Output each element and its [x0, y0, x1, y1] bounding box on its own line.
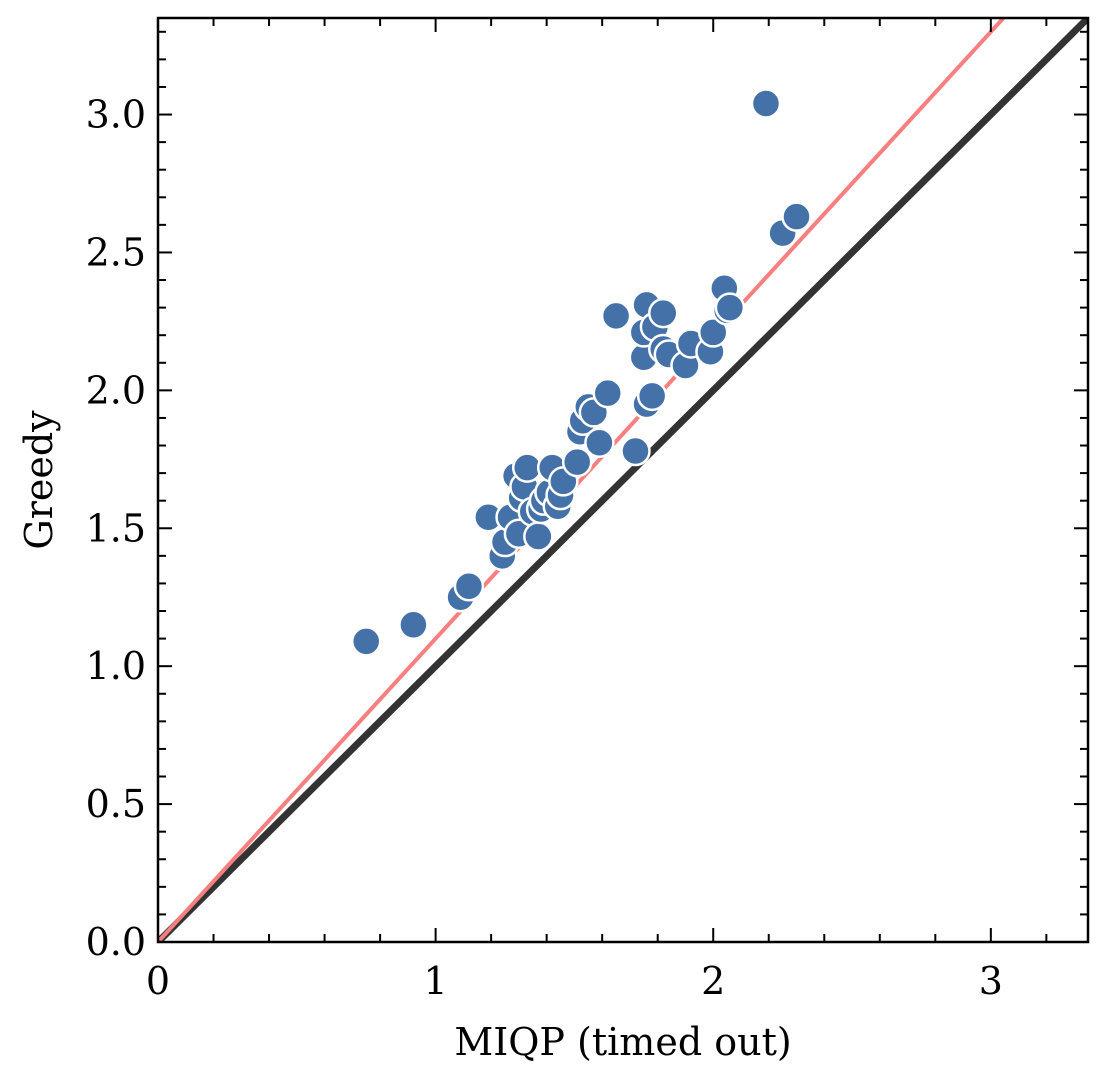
y-tick-label: 1.5	[86, 506, 146, 550]
data-point	[714, 292, 746, 323]
data-point	[561, 446, 593, 478]
x-tick-label: 0	[146, 959, 170, 1003]
x-tick-label: 2	[701, 959, 725, 1003]
data-point	[697, 317, 729, 348]
y-tick-label: 0.0	[86, 920, 146, 964]
data-point	[781, 201, 812, 232]
data-point	[350, 626, 382, 657]
data-point	[592, 377, 623, 409]
y-tick-label: 1.0	[86, 644, 146, 688]
data-point	[750, 88, 782, 119]
data-point	[620, 435, 651, 467]
y-tick-label: 0.5	[86, 782, 146, 826]
data-point	[636, 380, 668, 412]
y-tick-label: 3.0	[86, 93, 146, 137]
data-point	[600, 300, 632, 332]
axis-tick-labels: 0 1 2 3 0.0 0.5 1.0 1.5 2.0 2.5 3.0	[86, 93, 1003, 1003]
plot-frame	[156, 16, 1090, 944]
x-tick-label: 1	[424, 959, 448, 1003]
fit-line	[158, 18, 1007, 942]
y-tick-label: 2.0	[86, 368, 146, 412]
data-point	[453, 570, 485, 602]
y-tick-label: 2.5	[86, 230, 146, 274]
x-tick-label: 3	[979, 959, 1003, 1003]
data-point	[523, 521, 554, 552]
y-axis-label: Greedy	[17, 410, 61, 550]
reference-lines	[158, 18, 1088, 942]
data-point	[398, 609, 429, 641]
identity-line	[158, 18, 1088, 942]
x-axis-label: MIQP (timed out)	[454, 1020, 791, 1064]
axis-ticks	[157, 18, 1088, 943]
data-point	[648, 297, 679, 329]
scatter-points	[350, 88, 812, 657]
data-point	[584, 427, 615, 459]
